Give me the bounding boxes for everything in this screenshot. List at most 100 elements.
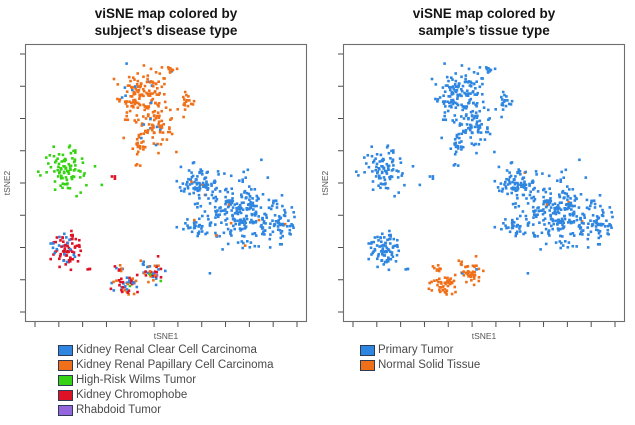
- data-point: [62, 259, 65, 262]
- data-point: [82, 174, 86, 177]
- data-point: [58, 171, 61, 175]
- data-point: [109, 287, 113, 291]
- data-point: [585, 198, 589, 202]
- data-point: [253, 188, 257, 191]
- data-point: [184, 222, 187, 225]
- data-point: [241, 246, 244, 250]
- data-point: [146, 271, 150, 275]
- data-point: [367, 257, 370, 261]
- data-point: [231, 192, 234, 195]
- data-point: [60, 160, 64, 163]
- data-point: [371, 251, 374, 255]
- data-point: [164, 269, 167, 273]
- data-point: [476, 114, 479, 118]
- data-point: [534, 209, 537, 212]
- data-point: [556, 210, 559, 213]
- data-point: [243, 223, 246, 227]
- data-point: [293, 215, 296, 219]
- data-point: [256, 196, 260, 200]
- data-point: [579, 216, 582, 220]
- data-point: [226, 200, 229, 204]
- data-point: [133, 92, 137, 96]
- data-point: [457, 84, 460, 88]
- data-point: [229, 232, 232, 236]
- data-point: [474, 103, 477, 106]
- data-point: [547, 203, 551, 206]
- data-point: [157, 151, 160, 155]
- data-point: [142, 140, 145, 143]
- data-point: [154, 143, 158, 147]
- data-point: [389, 157, 392, 160]
- data-point: [62, 165, 65, 168]
- data-point: [383, 254, 387, 257]
- data-point: [459, 262, 463, 266]
- data-point: [453, 273, 457, 277]
- data-point: [575, 245, 578, 248]
- data-point: [137, 144, 140, 148]
- data-point: [468, 127, 472, 130]
- data-point: [123, 118, 127, 121]
- data-point: [478, 126, 482, 129]
- data-point: [139, 132, 143, 136]
- data-point: [218, 234, 221, 238]
- data-point: [510, 187, 513, 190]
- data-point: [504, 224, 507, 227]
- data-point: [471, 118, 474, 122]
- data-point: [450, 76, 453, 79]
- data-point: [159, 276, 163, 279]
- data-point: [49, 165, 53, 169]
- data-point: [113, 175, 117, 178]
- data-point: [78, 238, 81, 242]
- data-point: [238, 210, 241, 213]
- data-point: [460, 94, 463, 98]
- data-point: [254, 234, 258, 237]
- data-point: [197, 232, 201, 235]
- data-point: [151, 92, 154, 95]
- data-point: [142, 260, 145, 264]
- data-point: [187, 95, 190, 98]
- data-point: [49, 242, 52, 245]
- visne-plot-tissue: tSNE1 tSNE2: [320, 43, 626, 341]
- data-point: [515, 225, 518, 228]
- data-point: [475, 151, 478, 155]
- data-point: [393, 194, 396, 198]
- data-point: [224, 202, 227, 206]
- data-point: [558, 193, 561, 196]
- data-point: [225, 217, 229, 220]
- data-point: [144, 270, 147, 273]
- data-point: [175, 67, 179, 71]
- data-point: [472, 117, 476, 120]
- data-point: [561, 223, 564, 227]
- data-point: [66, 169, 69, 173]
- data-point: [525, 218, 528, 221]
- data-point: [186, 185, 190, 188]
- data-point: [137, 102, 141, 106]
- data-point: [205, 231, 209, 235]
- data-point: [558, 201, 562, 205]
- data-point: [232, 217, 236, 221]
- data-point: [606, 228, 610, 232]
- data-point: [244, 221, 247, 225]
- data-point: [434, 97, 437, 101]
- data-point: [451, 102, 455, 106]
- data-point: [163, 100, 167, 104]
- data-point: [165, 138, 169, 141]
- data-point: [436, 98, 440, 101]
- data-point: [501, 98, 504, 101]
- data-point: [445, 75, 449, 79]
- plot-title-disease-line2: subject’s disease type: [94, 23, 238, 38]
- data-point: [156, 114, 159, 118]
- data-point: [170, 132, 174, 136]
- data-point: [254, 214, 257, 217]
- data-point: [58, 265, 61, 269]
- data-point: [601, 214, 605, 218]
- data-point: [568, 188, 571, 191]
- data-point: [551, 227, 554, 231]
- data-point: [228, 201, 231, 204]
- data-point: [181, 182, 185, 185]
- data-point: [510, 191, 513, 195]
- data-point: [271, 219, 274, 222]
- data-point: [607, 233, 610, 236]
- data-point: [141, 262, 145, 266]
- data-point: [210, 193, 214, 197]
